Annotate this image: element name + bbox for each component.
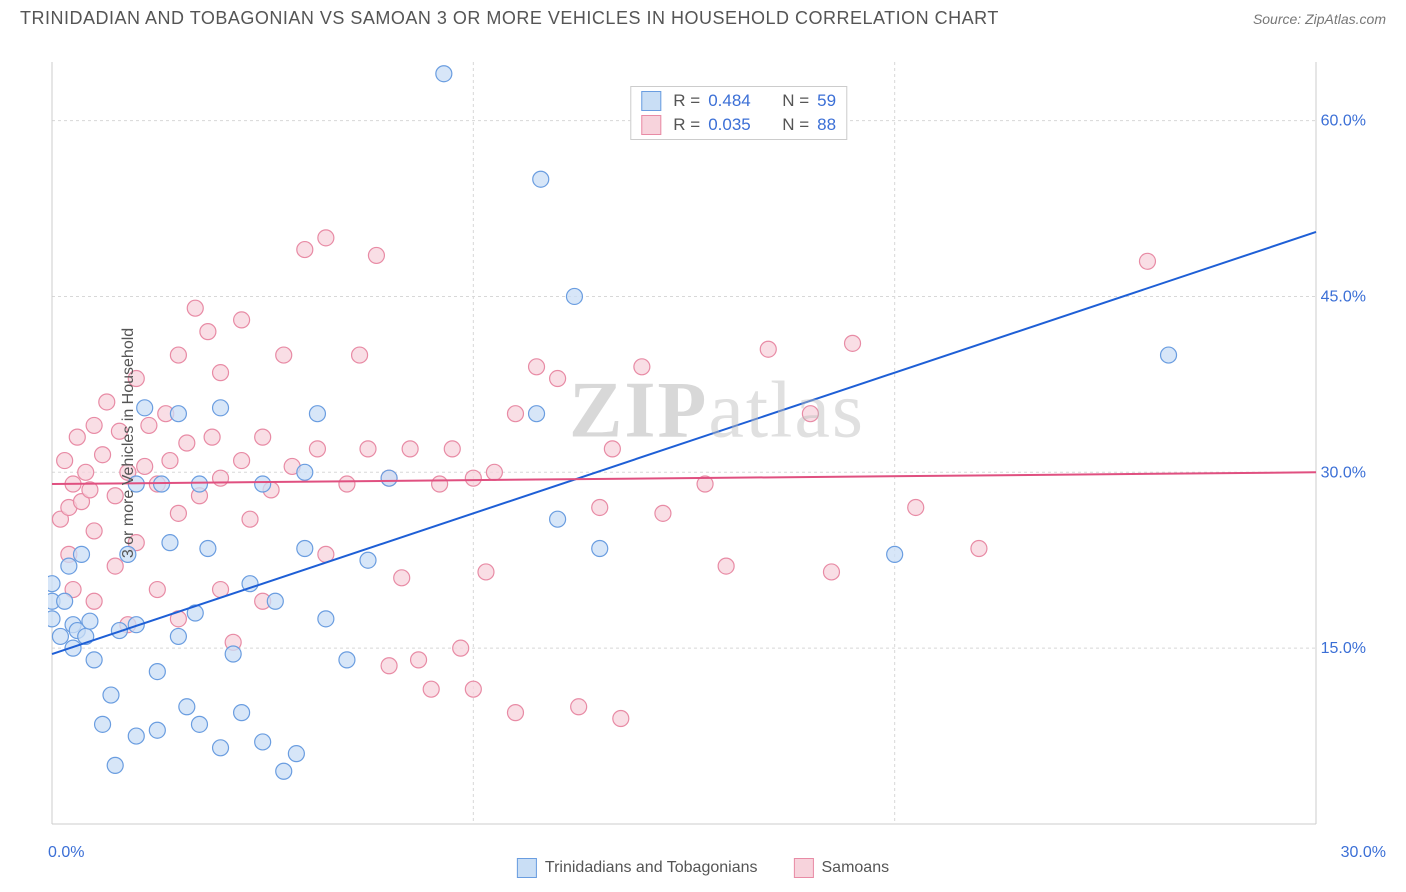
legend-label: Trinidadians and Tobagonians: [545, 859, 758, 877]
legend-swatch: [794, 858, 814, 878]
n-label: N =: [782, 115, 809, 135]
legend-item: Samoans: [794, 858, 890, 878]
chart-area: 3 or more Vehicles in Household 15.0% 30.…: [48, 42, 1386, 844]
r-label: R =: [673, 115, 700, 135]
n-value: 88: [817, 115, 836, 135]
legend-item: Trinidadians and Tobagonians: [517, 858, 758, 878]
n-label: N =: [782, 91, 809, 111]
legend-swatch: [641, 91, 661, 111]
chart-header: TRINIDADIAN AND TOBAGONIAN VS SAMOAN 3 O…: [0, 0, 1406, 33]
r-label: R =: [673, 91, 700, 111]
legend-swatch: [641, 115, 661, 135]
correlation-legend: R = 0.484 N = 59 R = 0.035 N = 88: [630, 86, 847, 140]
correlation-row: R = 0.484 N = 59: [641, 89, 836, 113]
legend-swatch: [517, 858, 537, 878]
x-min-label: 0.0%: [48, 844, 84, 862]
svg-text:30.0%: 30.0%: [1321, 464, 1366, 481]
correlation-row: R = 0.035 N = 88: [641, 113, 836, 137]
r-value: 0.035: [708, 115, 762, 135]
svg-text:60.0%: 60.0%: [1321, 113, 1366, 130]
x-max-label: 30.0%: [1341, 844, 1386, 862]
n-value: 59: [817, 91, 836, 111]
series-legend: Trinidadians and Tobagonians Samoans: [517, 858, 889, 878]
scatter-plot: 15.0% 30.0% 45.0% 60.0%: [48, 42, 1386, 844]
y-axis-label: 3 or more Vehicles in Household: [120, 328, 138, 558]
chart-title: TRINIDADIAN AND TOBAGONIAN VS SAMOAN 3 O…: [20, 8, 999, 29]
chart-source: Source: ZipAtlas.com: [1253, 11, 1386, 27]
svg-text:15.0%: 15.0%: [1321, 640, 1366, 657]
r-value: 0.484: [708, 91, 762, 111]
svg-text:45.0%: 45.0%: [1321, 288, 1366, 305]
legend-label: Samoans: [822, 859, 890, 877]
